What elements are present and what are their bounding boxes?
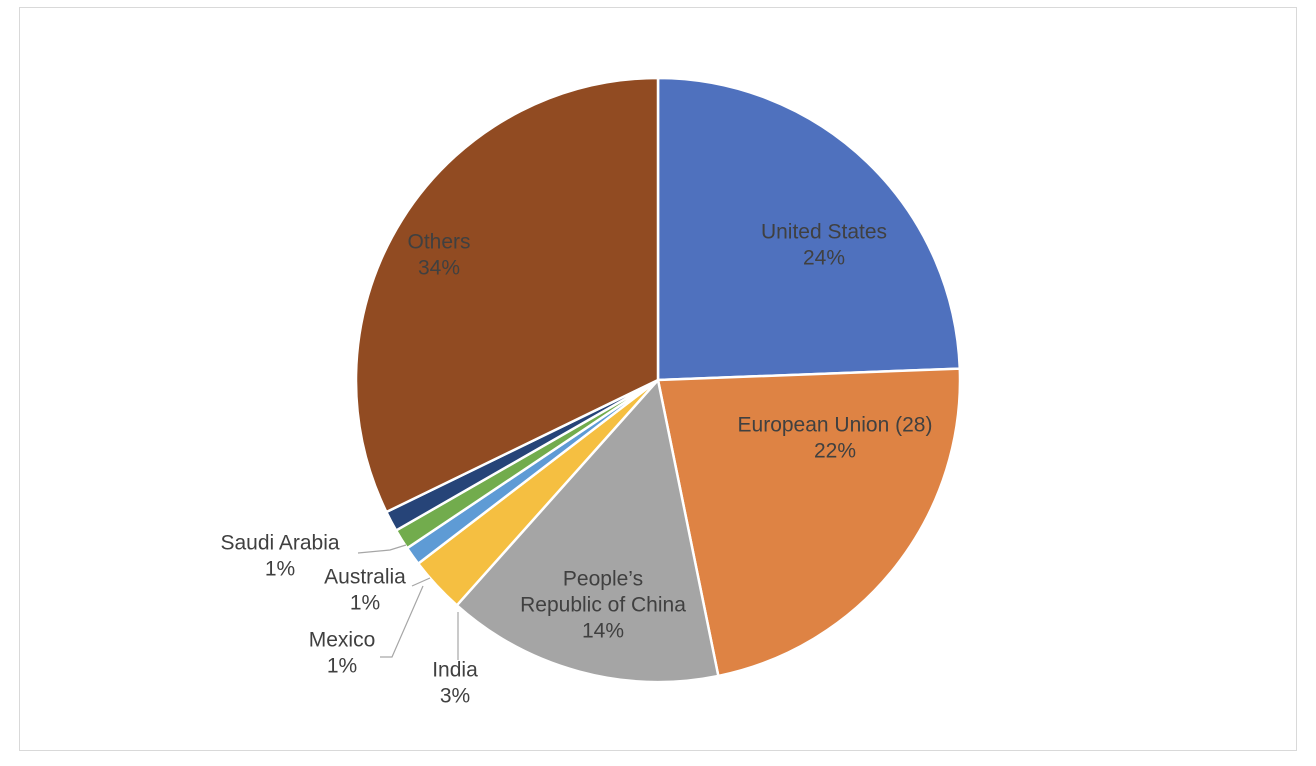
data-label-name-india: India — [432, 658, 478, 681]
data-label-saudi-arabia: Saudi Arabia 1% — [220, 531, 339, 580]
data-label-name-united-states: United States — [761, 220, 887, 243]
leader-line-mexico — [380, 585, 424, 658]
data-label-value-australia: 1% — [350, 591, 380, 614]
data-label-australia: Australia 1% — [324, 565, 406, 614]
data-label-name-saudi-arabia: Saudi Arabia — [220, 531, 339, 554]
leader-line-saudi-arabia — [357, 544, 407, 554]
data-label-value-others: 34% — [418, 256, 460, 279]
data-label-others: Others 34% — [407, 230, 470, 279]
data-label-value-saudi-arabia: 1% — [265, 557, 295, 580]
pie-slice-others — [354, 76, 660, 514]
data-label-value-european-union-28: 22% — [814, 439, 856, 462]
pie-slice-united-states — [656, 76, 962, 382]
data-label-name-others: Others — [407, 230, 470, 253]
data-label-name-australia: Australia — [324, 565, 406, 588]
data-label-name-people-s-republic-of-china: Republic of China — [520, 593, 686, 616]
data-label-united-states: United States 24% — [761, 220, 887, 269]
data-label-european-union-28: European Union (28) 22% — [738, 413, 933, 462]
data-label-people-s-republic-of-china: People’s Republic of China 14% — [520, 567, 686, 642]
leader-line-australia — [411, 577, 431, 587]
data-label-name-mexico: Mexico — [309, 628, 376, 651]
data-label-value-india: 3% — [440, 684, 470, 707]
data-label-india: India 3% — [432, 658, 478, 707]
data-label-value-people-s-republic-of-china: 14% — [582, 619, 624, 642]
data-label-name-european-union-28: European Union (28) — [738, 413, 933, 436]
data-label-value-united-states: 24% — [803, 246, 845, 269]
data-label-name-people-s-republic-of-china: People’s — [563, 567, 643, 590]
pie-slice-european-union-28 — [656, 367, 962, 678]
data-label-value-mexico: 1% — [327, 654, 357, 677]
data-label-mexico: Mexico 1% — [309, 628, 376, 677]
pie-slice-people-s-republic-of-china — [455, 377, 720, 684]
